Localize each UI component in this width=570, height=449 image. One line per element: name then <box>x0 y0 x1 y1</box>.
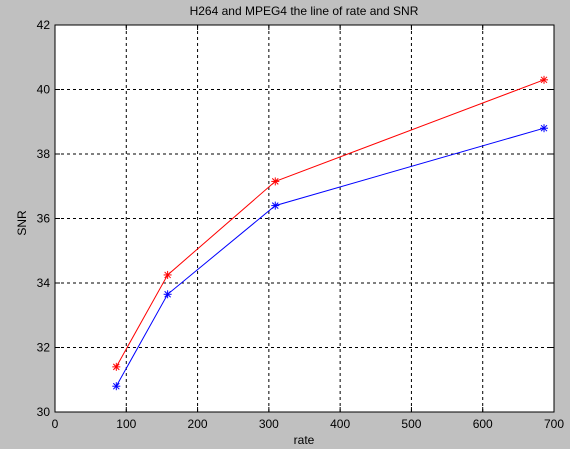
data-point <box>112 362 121 371</box>
data-point <box>112 382 121 391</box>
marker-stroke <box>540 124 548 132</box>
grid <box>55 25 554 412</box>
y-tick-label: 38 <box>37 147 51 161</box>
series-line <box>115 79 545 368</box>
tick-labels: 0 100 200 300 400 500 600 700 30 32 34 36 38 40 42 <box>37 18 565 431</box>
x-tick-label: 100 <box>116 417 136 431</box>
ticks <box>54 24 555 413</box>
x-axis-label: rate <box>294 433 315 447</box>
x-tick-label: 600 <box>473 417 493 431</box>
y-tick-label: 42 <box>37 18 51 32</box>
data-point <box>540 124 549 133</box>
data-point <box>163 290 172 299</box>
x-tick-label: 400 <box>330 417 350 431</box>
y-axis-label: SNR <box>15 210 29 236</box>
y-tick-label: 40 <box>37 83 51 97</box>
marker-stroke <box>164 290 171 298</box>
marker-stroke <box>112 382 120 390</box>
series-layer <box>112 75 549 391</box>
marker-stroke <box>164 271 171 279</box>
series-line <box>115 127 545 387</box>
marker-stroke <box>271 202 279 209</box>
data-point <box>271 201 280 210</box>
marker-stroke <box>540 76 548 84</box>
data-point <box>540 75 549 84</box>
x-tick-label: 0 <box>52 417 59 431</box>
marker-stroke <box>112 363 120 371</box>
marker-stroke <box>271 178 279 185</box>
x-tick-label: 500 <box>401 417 421 431</box>
y-tick-label: 30 <box>37 405 51 419</box>
x-tick-label: 700 <box>544 417 564 431</box>
data-point <box>271 177 280 186</box>
y-tick-label: 34 <box>37 276 51 290</box>
x-tick-label: 200 <box>188 417 208 431</box>
y-tick-label: 36 <box>37 212 51 226</box>
data-point <box>163 270 172 279</box>
chart-title: H264 and MPEG4 the line of rate and SNR <box>190 4 419 18</box>
x-tick-label: 300 <box>259 417 279 431</box>
y-tick-label: 32 <box>37 341 51 355</box>
